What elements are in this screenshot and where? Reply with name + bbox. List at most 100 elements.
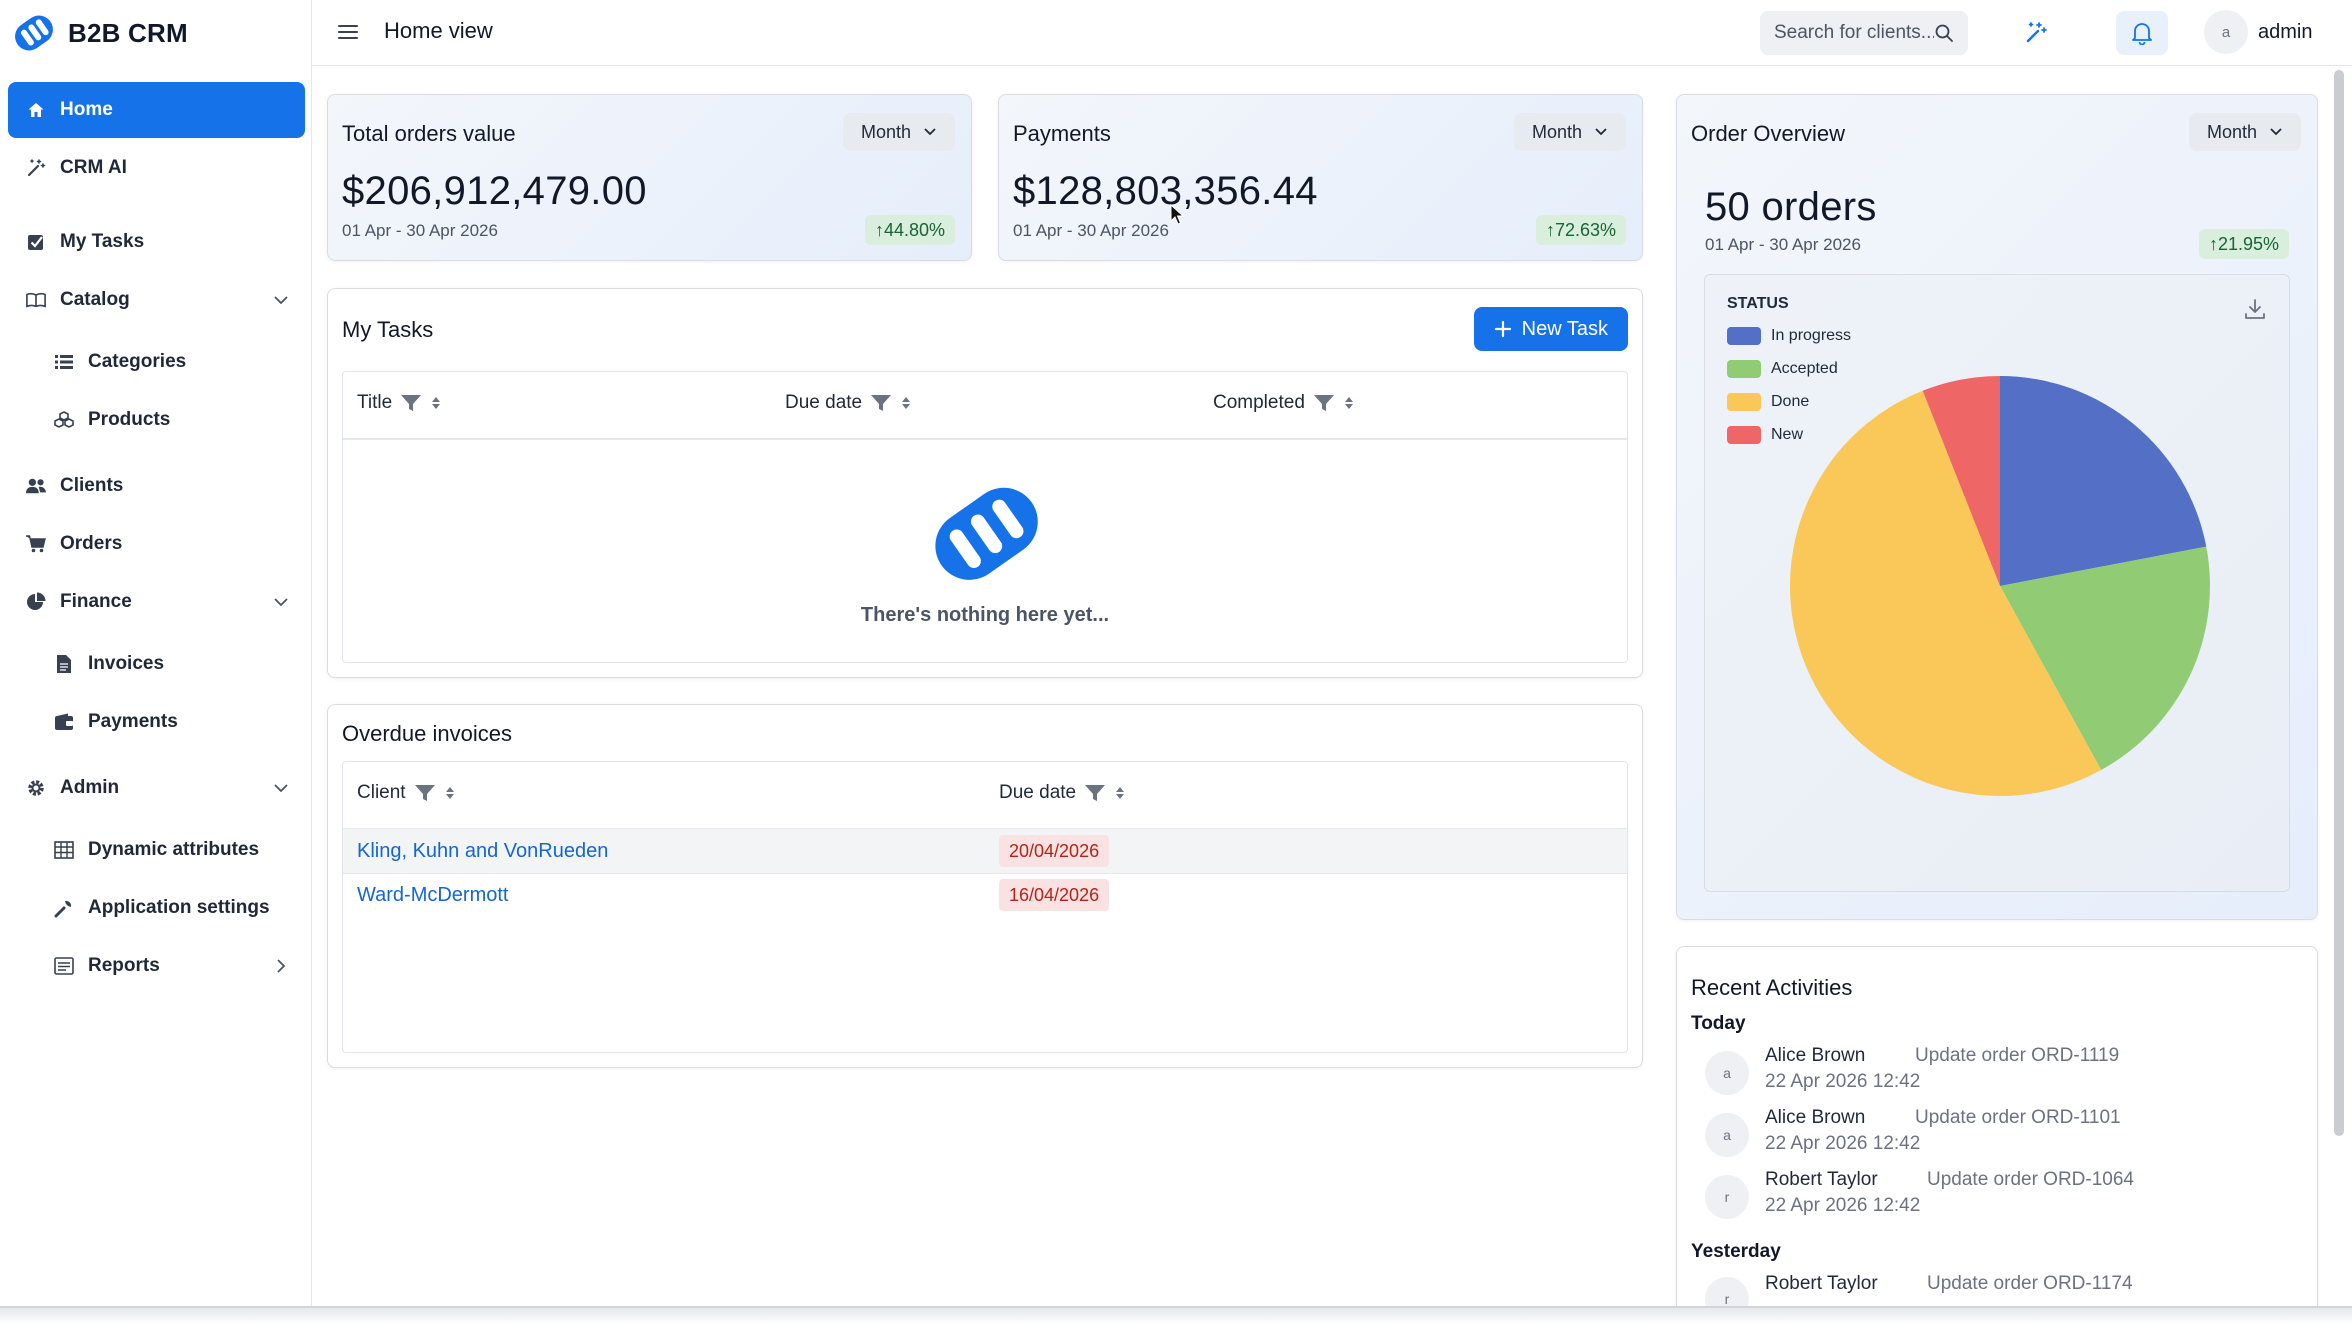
column-header-due-date[interactable]: Due date xyxy=(785,392,912,414)
sort-icon[interactable] xyxy=(444,784,456,802)
legend-item[interactable]: In progress xyxy=(1727,327,1851,345)
plus-icon xyxy=(1494,320,1511,338)
wallet-icon xyxy=(54,712,74,732)
header-divider xyxy=(343,438,1627,440)
period-dropdown[interactable]: Month xyxy=(1513,113,1626,151)
sidebar-item-label: Categories xyxy=(88,351,187,372)
filter-icon[interactable] xyxy=(1313,393,1335,413)
activity-user: Alice Brown xyxy=(1765,1107,1866,1128)
table-row[interactable]: Kling, Kuhn and VonRueden 20/04/2026 xyxy=(343,829,1627,873)
activity-day-label: Yesterday xyxy=(1691,1241,1781,1262)
due-date-badge: 20/04/2026 xyxy=(999,835,1110,867)
sidebar-item-label: Home xyxy=(60,99,113,120)
sidebar-item-catalog[interactable]: Catalog xyxy=(8,272,305,328)
pie-slice-done[interactable] xyxy=(1790,390,2102,796)
sidebar-item-products[interactable]: Products xyxy=(8,392,305,448)
menu-icon[interactable] xyxy=(336,20,360,44)
filter-icon[interactable] xyxy=(870,393,892,413)
search-icon[interactable] xyxy=(1934,23,1954,43)
activity-user: Robert Taylor xyxy=(1765,1169,1878,1190)
client-link[interactable]: Kling, Kuhn and VonRueden xyxy=(357,840,609,862)
page-scrollbar[interactable] xyxy=(2334,70,2344,1136)
sidebar-item-payments[interactable]: Payments xyxy=(8,694,305,750)
filter-icon[interactable] xyxy=(400,393,422,413)
activity-action: Update order ORD-1174 xyxy=(1927,1273,2133,1294)
user-name: admin xyxy=(2258,20,2313,43)
sidebar-item-invoices[interactable]: Invoices xyxy=(8,636,305,692)
legend-label: Done xyxy=(1771,393,1810,410)
brand[interactable]: B2B CRM xyxy=(12,12,188,54)
pie-slice-in-progress[interactable] xyxy=(2000,376,2207,586)
ai-assistant-button[interactable] xyxy=(2010,11,2062,55)
sidebar-item-home[interactable]: Home xyxy=(8,82,305,138)
chevron-right-icon[interactable] xyxy=(271,956,291,976)
avatar: a xyxy=(1705,1051,1749,1095)
legend-item[interactable]: Accepted xyxy=(1727,360,1838,378)
sidebar-item-admin[interactable]: Admin xyxy=(8,760,305,816)
sidebar-item-clients[interactable]: Clients xyxy=(8,458,305,514)
sidebar-item-label: Invoices xyxy=(88,653,165,674)
sidebar-item-label: Dynamic attributes xyxy=(88,839,260,860)
legend-item[interactable]: New xyxy=(1727,426,1803,444)
payments-value: $128,803,356.44 xyxy=(1013,169,1318,213)
period-dropdown[interactable]: Month xyxy=(842,113,955,151)
pie-slice-new[interactable] xyxy=(1922,376,2000,586)
column-header-due-date[interactable]: Due date xyxy=(999,782,1126,804)
search-input[interactable] xyxy=(1774,22,1934,44)
change-badge: ↑72.63% xyxy=(1535,215,1626,245)
legend-label: Accepted xyxy=(1771,360,1838,377)
sidebar-item-reports[interactable]: Reports xyxy=(8,938,305,994)
card-title: Overdue invoices xyxy=(342,721,512,746)
pie-slice-accepted[interactable] xyxy=(2000,546,2210,771)
legend-item[interactable]: Done xyxy=(1727,393,1809,411)
search-box[interactable] xyxy=(1760,11,1968,55)
date-range: 01 Apr - 30 Apr 2026 xyxy=(1705,235,1861,254)
sort-icon[interactable] xyxy=(900,394,912,412)
column-header-client[interactable]: Client xyxy=(357,782,456,804)
column-header-title[interactable]: Title xyxy=(357,392,442,414)
sidebar-item-label: Admin xyxy=(60,777,120,798)
chevron-down-icon[interactable] xyxy=(271,290,291,310)
new-task-button[interactable]: New Task xyxy=(1473,307,1628,351)
sidebar-item-application-settings[interactable]: Application settings xyxy=(8,880,305,936)
sort-icon[interactable] xyxy=(1114,784,1126,802)
activity-action: Update order ORD-1064 xyxy=(1927,1169,2134,1190)
sidebar-item-finance[interactable]: Finance xyxy=(8,574,305,630)
pie-icon xyxy=(26,592,46,612)
total-orders-card: Total orders value Month $206,912,479.00… xyxy=(327,94,972,261)
sidebar-item-categories[interactable]: Categories xyxy=(8,334,305,390)
filter-icon[interactable] xyxy=(414,783,436,803)
sidebar-item-orders[interactable]: Orders xyxy=(8,516,305,572)
legend-swatch xyxy=(1727,426,1761,444)
table-row[interactable]: Ward-McDermott 16/04/2026 xyxy=(343,874,1627,918)
legend-label: New xyxy=(1771,426,1804,443)
activity-day-label: Today xyxy=(1691,1013,1746,1034)
checkbox-icon xyxy=(26,232,46,252)
empty-state-text: There's nothing here yet... xyxy=(860,604,1110,626)
activity-action: Update order ORD-1101 xyxy=(1915,1107,2121,1128)
client-link[interactable]: Ward-McDermott xyxy=(357,884,509,906)
user-menu[interactable]: a admin xyxy=(2204,10,2312,54)
activity-action: Update order ORD-1119 xyxy=(1915,1045,2120,1066)
card-title: Recent Activities xyxy=(1691,975,1853,1000)
avatar: r xyxy=(1705,1175,1749,1219)
sidebar-item-crm-ai[interactable]: CRM AI xyxy=(8,140,305,196)
filter-icon[interactable] xyxy=(1084,783,1106,803)
column-label: Client xyxy=(357,782,406,803)
mouse-cursor-icon xyxy=(1170,204,1184,225)
chevron-down-icon[interactable] xyxy=(271,592,291,612)
sidebar-item-label: Products xyxy=(88,409,171,430)
sort-icon[interactable] xyxy=(1343,394,1355,412)
download-icon[interactable] xyxy=(2243,297,2267,321)
period-dropdown[interactable]: Month xyxy=(2188,113,2301,151)
sidebar-item-my-tasks[interactable]: My Tasks xyxy=(8,214,305,270)
sort-icon[interactable] xyxy=(430,394,442,412)
sidebar: B2B CRM Home CRM AI My Tasks xyxy=(0,0,312,1306)
sidebar-item-label: Finance xyxy=(60,591,132,612)
sidebar-item-dynamic-attributes[interactable]: Dynamic attributes xyxy=(8,822,305,878)
notifications-button[interactable] xyxy=(2116,11,2168,55)
chevron-down-icon[interactable] xyxy=(271,778,291,798)
column-header-completed[interactable]: Completed xyxy=(1213,392,1355,414)
activity-time: 22 Apr 2026 12:42 xyxy=(1765,1195,1921,1216)
wrench-icon xyxy=(54,898,74,918)
